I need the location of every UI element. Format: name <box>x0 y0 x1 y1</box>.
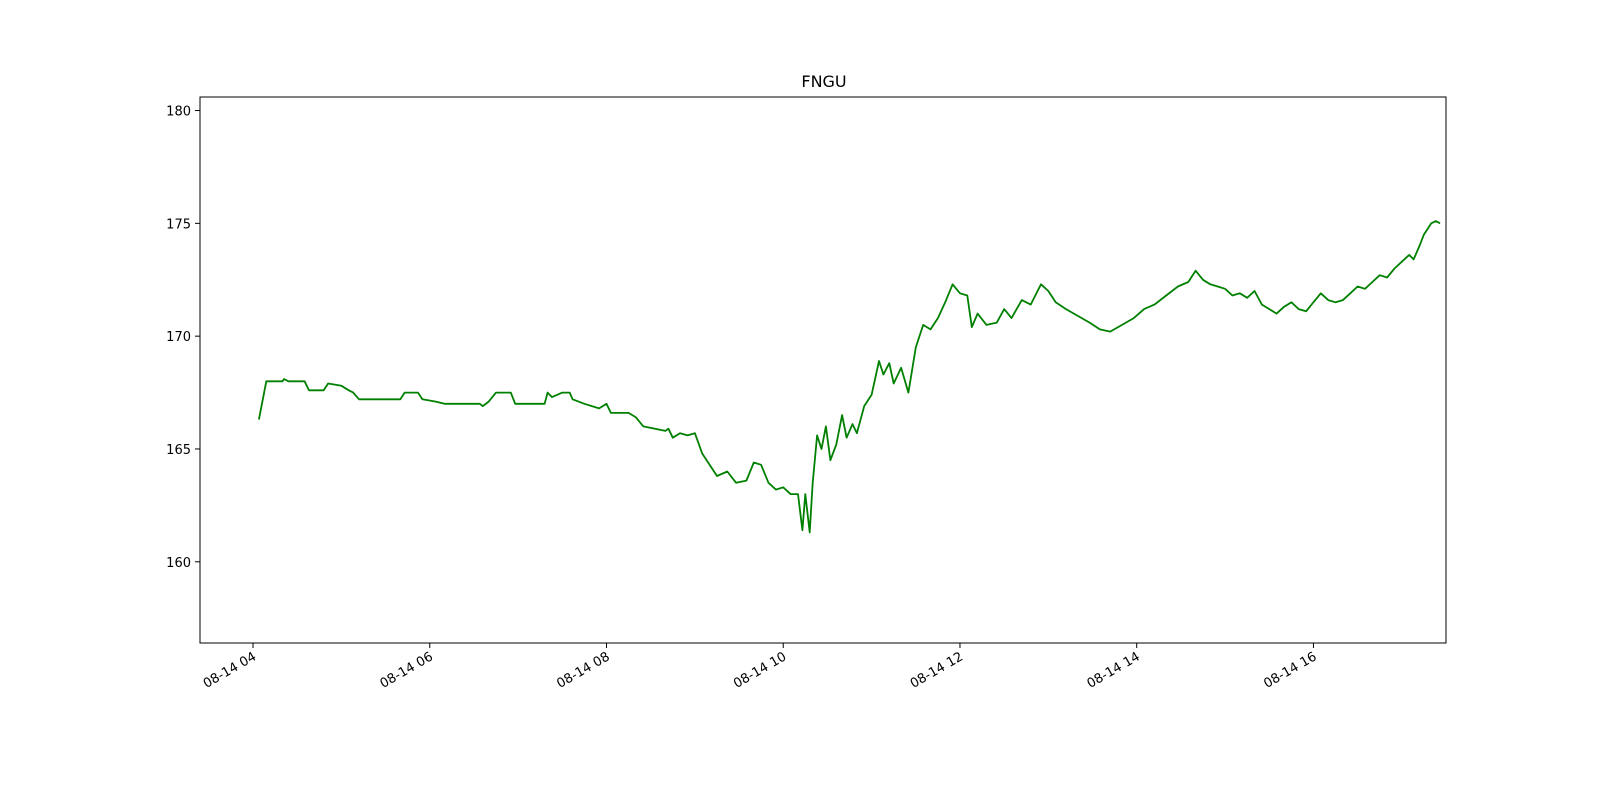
price-line-series <box>258 220 1441 534</box>
y-tick-label: 165 <box>166 443 191 458</box>
y-axis: 160 165 170 175 180 <box>166 105 200 571</box>
plot-area <box>258 220 1441 534</box>
chart-title: FNGU <box>801 72 846 91</box>
y-tick-label: 160 <box>166 556 191 571</box>
y-tick-label: 170 <box>166 330 191 345</box>
y-tick-label: 175 <box>166 217 191 232</box>
y-tick-label: 180 <box>166 105 191 120</box>
axes-frame <box>199 96 1447 644</box>
